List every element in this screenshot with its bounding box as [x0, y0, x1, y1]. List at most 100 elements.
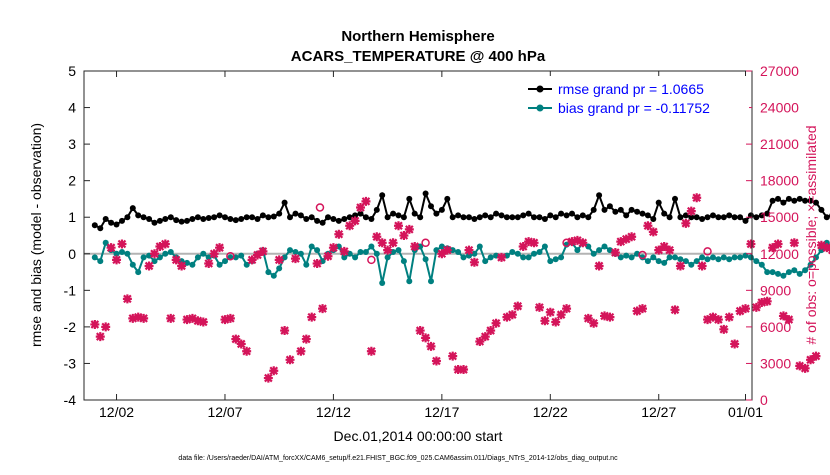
bias-point — [758, 261, 765, 268]
obs-assimilated-marker — [442, 245, 452, 255]
bias-point — [216, 261, 223, 268]
obs-assimilated-marker — [475, 337, 485, 347]
rmse-point — [205, 215, 212, 221]
bias-point — [558, 254, 565, 261]
rmse-point — [666, 214, 673, 221]
rmse-point — [151, 219, 158, 226]
rmse-point — [758, 212, 765, 219]
rmse-point — [314, 217, 321, 224]
rmse-point — [596, 192, 603, 199]
obs-assimilated-marker — [198, 317, 208, 327]
bias-point — [362, 249, 369, 255]
rmse-point — [390, 210, 397, 217]
bias-point — [747, 254, 754, 261]
y-right-tick-label: 15000 — [760, 209, 799, 225]
x-tick-label: 12/12 — [316, 404, 351, 420]
obs-assimilated-marker — [171, 255, 181, 265]
bias-point — [677, 256, 684, 263]
y-left-tick-label: -1 — [64, 282, 77, 298]
rmse-point — [699, 216, 706, 222]
y-right-tick-label: 6000 — [760, 319, 791, 335]
obs-assimilated-marker — [659, 241, 669, 251]
obs-assimilated-marker — [453, 365, 463, 375]
bias-point — [124, 250, 131, 257]
obs-assimilated-marker — [106, 243, 116, 253]
bias-point — [417, 243, 424, 250]
obs-assimilated-marker — [149, 249, 159, 259]
bias-point — [102, 239, 109, 246]
obs-assimilated-marker — [366, 346, 376, 356]
rmse-point — [178, 218, 185, 225]
bias-point — [574, 247, 581, 254]
rmse-point — [102, 216, 109, 222]
obs-assimilated-marker — [746, 239, 756, 249]
obs-assimilated-marker — [269, 366, 279, 376]
rmse-point — [509, 214, 516, 221]
bias-point — [156, 254, 163, 261]
rmse-point — [796, 195, 803, 202]
rmse-point — [563, 212, 570, 219]
bias-point — [373, 250, 380, 257]
y-axis-left-label: rmse and bias (model - observation) — [28, 123, 44, 347]
rmse-point — [325, 214, 331, 221]
obs-assimilated-marker — [637, 304, 647, 314]
rmse-point — [764, 210, 771, 217]
rmse-point — [281, 199, 288, 206]
obs-assimilated-marker — [350, 216, 360, 226]
bias-point — [536, 249, 543, 255]
rmse-point — [287, 214, 293, 221]
bias-point — [265, 269, 272, 276]
rmse-point — [476, 214, 483, 221]
legend-label-rmse: rmse grand pr = 1.0665 — [558, 81, 704, 97]
bias-point — [238, 252, 245, 259]
bias-point — [270, 272, 277, 279]
rmse-point — [612, 208, 619, 215]
bias-point — [400, 258, 407, 265]
obs-series — [90, 193, 830, 383]
obs-assimilated-marker — [160, 239, 170, 249]
bias-point — [682, 258, 689, 265]
obs-assimilated-marker — [263, 373, 273, 383]
bias-point — [552, 256, 559, 263]
rmse-point — [731, 214, 738, 221]
rmse-point — [211, 214, 218, 221]
bias-point — [314, 247, 321, 254]
bias-point — [780, 272, 787, 279]
obs-assimilated-marker — [231, 334, 241, 344]
y-right-tick-label: 21000 — [760, 136, 799, 152]
rmse-point — [775, 195, 781, 202]
rmse-point — [108, 219, 115, 226]
bias-point — [796, 270, 803, 277]
bias-point — [276, 265, 283, 272]
y-left-tick-label: 2 — [68, 173, 76, 189]
obs-assimilated-marker — [773, 239, 783, 249]
obs-assimilated-marker — [377, 238, 387, 248]
obs-assimilated-marker — [95, 332, 105, 342]
bias-point — [113, 250, 120, 257]
rmse-point — [710, 212, 716, 219]
rmse-point — [514, 214, 521, 221]
bias-point — [791, 267, 798, 274]
bias-point — [151, 258, 158, 265]
bias-point — [753, 258, 760, 265]
rmse-point — [780, 199, 787, 206]
obs-assimilated-marker — [464, 245, 474, 255]
rmse-point — [634, 208, 641, 215]
rmse-point — [270, 213, 277, 220]
obs-assimilated-marker — [670, 305, 680, 315]
obs-assimilated-marker — [730, 339, 740, 349]
obs-assimilated-marker — [778, 311, 788, 321]
bias-point — [775, 270, 781, 277]
rmse-point — [330, 216, 337, 222]
obs-assimilated-marker — [578, 238, 588, 248]
rmse-point — [395, 212, 402, 219]
obs-assimilated-marker — [551, 317, 561, 327]
obs-assimilated-marker — [740, 304, 750, 314]
obs-assimilated-marker — [757, 298, 767, 308]
obs-assimilated-marker — [312, 259, 322, 269]
bias-point — [308, 243, 315, 250]
bias-point — [189, 261, 196, 268]
rmse-point — [303, 216, 310, 222]
obs-assimilated-marker — [133, 312, 143, 322]
rmse-point — [503, 214, 510, 221]
